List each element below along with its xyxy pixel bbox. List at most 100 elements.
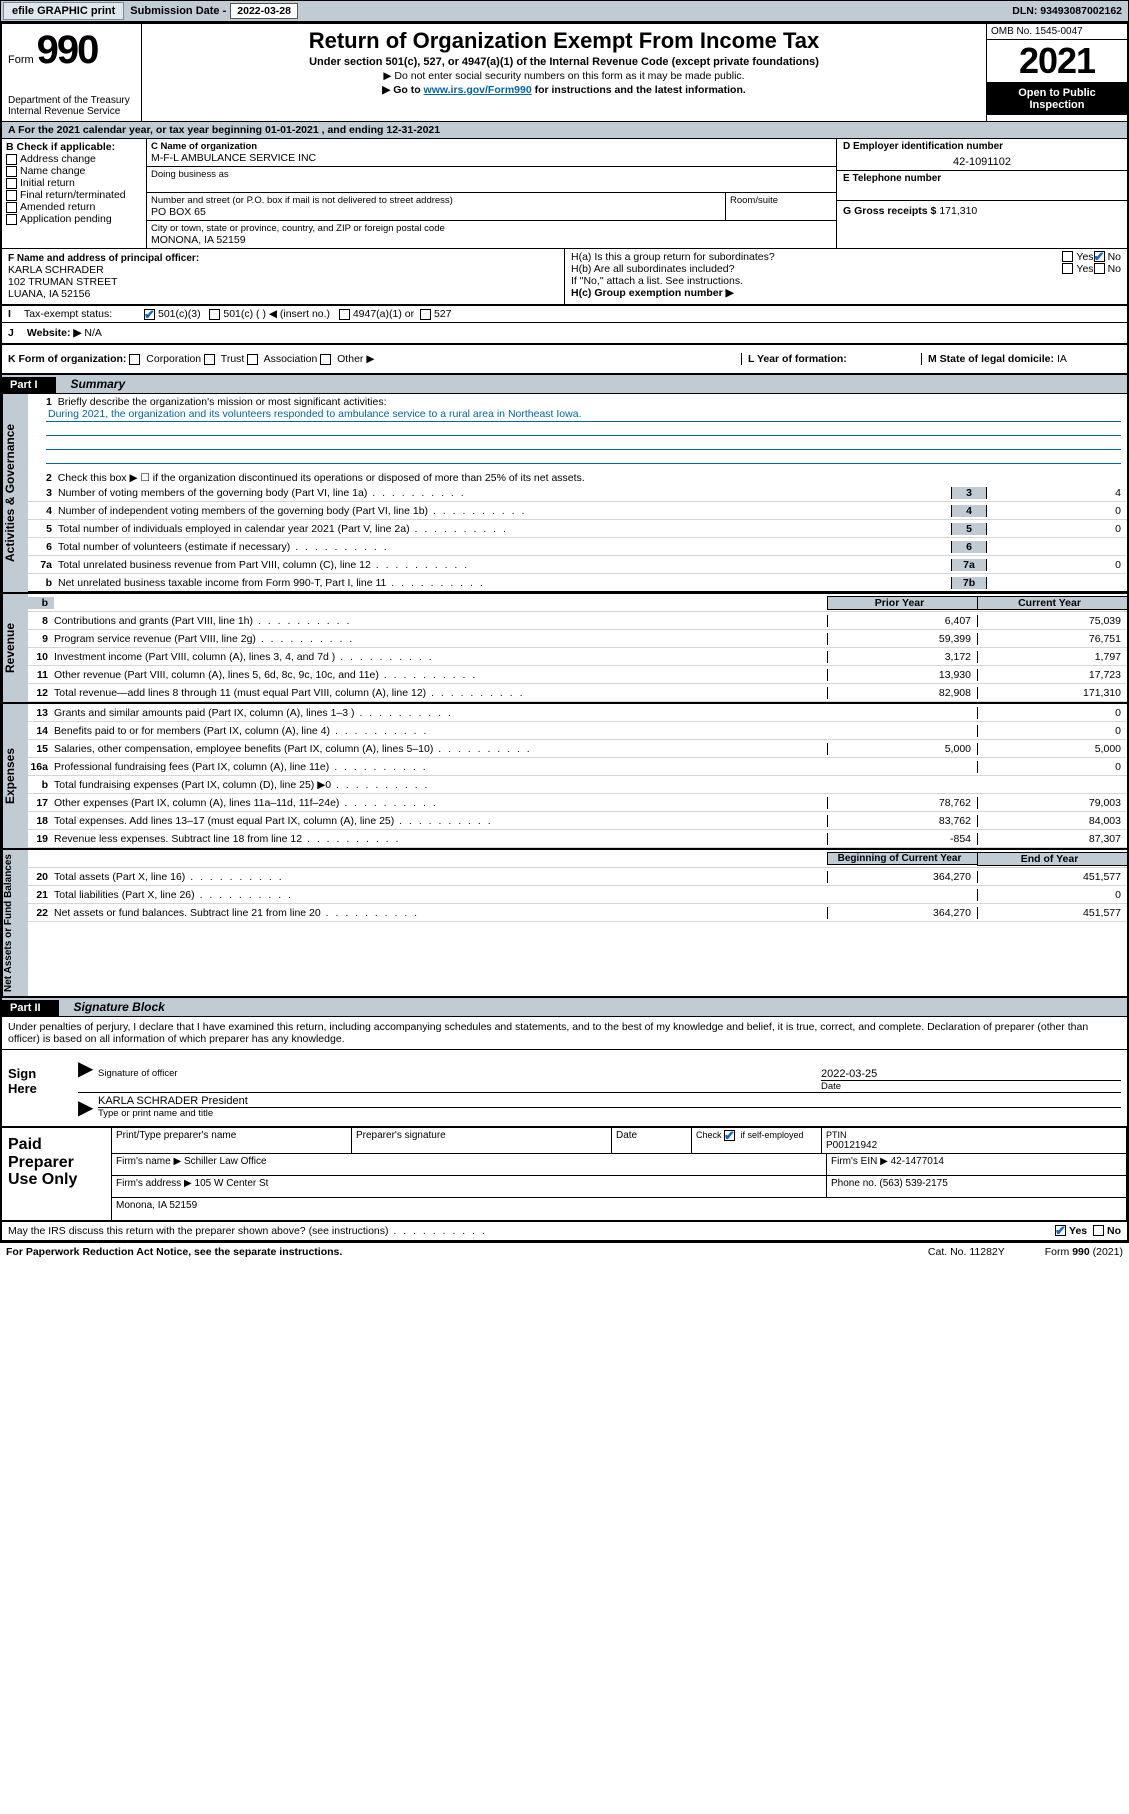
chk-ha-no[interactable]	[1094, 251, 1105, 262]
dba-label: Doing business as	[151, 169, 832, 180]
lbl-assoc: Association	[264, 353, 318, 365]
line-klm: K Form of organization: Corporation Trus…	[2, 345, 1127, 375]
chk-assoc[interactable]	[247, 354, 258, 365]
chk-hb-yes[interactable]	[1062, 263, 1073, 274]
open-public-badge: Open to Public Inspection	[987, 83, 1127, 115]
form-number: 990	[37, 28, 98, 72]
lbl-final-return: Final return/terminated	[20, 189, 126, 201]
mission-blank-1	[46, 422, 1121, 436]
q4-val: 0	[987, 505, 1127, 517]
ptin-value: P00121942	[826, 1140, 1122, 1151]
line-a: A For the 2021 calendar year, or tax yea…	[2, 122, 1127, 139]
chk-corp[interactable]	[129, 354, 140, 365]
chk-527[interactable]	[420, 309, 431, 320]
page-footer: For Paperwork Reduction Act Notice, see …	[0, 1242, 1129, 1261]
chk-name-change[interactable]	[6, 166, 17, 177]
type-name-label: Type or print name and title	[98, 1108, 1121, 1119]
firm-ein-label: Firm's EIN ▶	[831, 1156, 888, 1167]
form-org-label: K Form of organization:	[8, 353, 126, 365]
officer-printed-name: KARLA SCHRADER President	[98, 1095, 1121, 1108]
part2-title: Signature Block	[62, 998, 177, 1016]
chk-self-employed[interactable]	[724, 1130, 735, 1141]
revenue-section: Revenue bPrior YearCurrent Year 8 Contri…	[2, 592, 1127, 702]
hb-no: No	[1108, 263, 1121, 275]
hb-yes: Yes	[1076, 263, 1093, 275]
may-yes: Yes	[1069, 1225, 1087, 1237]
part2-header: Part II	[2, 1000, 59, 1016]
chk-may-no[interactable]	[1093, 1225, 1104, 1236]
sig-date-label: Date	[821, 1081, 841, 1092]
form-footer-id: Form 990 (2021)	[1045, 1246, 1123, 1258]
may-no: No	[1107, 1225, 1121, 1237]
website-value: N/A	[84, 327, 102, 339]
chk-501c[interactable]	[209, 309, 220, 320]
form-subtitle: Under section 501(c), 527, or 4947(a)(1)…	[150, 56, 978, 68]
chk-app-pending[interactable]	[6, 214, 17, 225]
fin-line-20: 20 Total assets (Part X, line 16) 364,27…	[28, 868, 1127, 886]
fin-line-b: b Total fundraising expenses (Part IX, c…	[28, 776, 1127, 794]
box-c: C Name of organization M-F-L AMBULANCE S…	[147, 139, 837, 248]
ha-no: No	[1108, 251, 1121, 263]
q3-val: 4	[987, 487, 1127, 499]
officer-name: KARLA SCHRADER	[8, 264, 558, 276]
firm-phone-label: Phone no.	[831, 1178, 877, 1189]
chk-final-return[interactable]	[6, 190, 17, 201]
current-year-hdr: Current Year	[977, 596, 1127, 610]
lbl-trust: Trust	[221, 353, 245, 365]
chk-4947[interactable]	[339, 309, 350, 320]
efile-print-button[interactable]: efile GRAPHIC print	[3, 2, 124, 20]
chk-amended[interactable]	[6, 202, 17, 213]
chk-may-yes[interactable]	[1055, 1225, 1066, 1236]
irs-link[interactable]: www.irs.gov/Form990	[424, 84, 532, 96]
q6-text: Total number of volunteers (estimate if …	[58, 541, 951, 553]
ssn-warning: ▶ Do not enter social security numbers o…	[150, 70, 978, 82]
chk-address-change[interactable]	[6, 154, 17, 165]
org-name: M-F-L AMBULANCE SERVICE INC	[151, 152, 832, 164]
fin-line-13: 13 Grants and similar amounts paid (Part…	[28, 704, 1127, 722]
dept-treasury: Department of the Treasury	[8, 95, 135, 106]
may-irs-text: May the IRS discuss this return with the…	[8, 1225, 1055, 1237]
part2-bar: Part II Signature Block	[2, 996, 1127, 1017]
mission-blank-3	[46, 450, 1121, 464]
chk-initial-return[interactable]	[6, 178, 17, 189]
q5-text: Total number of individuals employed in …	[58, 523, 951, 535]
tax-year: 2021	[987, 40, 1127, 83]
box-f: F Name and address of principal officer:…	[2, 249, 565, 304]
sig-date-value: 2022-03-25	[821, 1068, 1121, 1081]
q1-label: Briefly describe the organization's miss…	[58, 396, 387, 408]
part1-bar: Part I Summary	[2, 375, 1127, 394]
officer-city: LUANA, IA 52156	[8, 288, 558, 300]
end-year-hdr: End of Year	[977, 852, 1127, 866]
fin-line-19: 19 Revenue less expenses. Subtract line …	[28, 830, 1127, 848]
fin-line-11: 11 Other revenue (Part VIII, column (A),…	[28, 666, 1127, 684]
line-i: I Tax-exempt status: 501(c)(3) 501(c) ( …	[2, 305, 1127, 323]
year-formation-label: L Year of formation:	[748, 353, 847, 365]
ha-yes: Yes	[1076, 251, 1093, 263]
chk-other[interactable]	[320, 354, 331, 365]
tax-year-end: 12-31-2021	[386, 124, 440, 136]
fin-line-21: 21 Total liabilities (Part X, line 26) 0	[28, 886, 1127, 904]
chk-trust[interactable]	[204, 354, 215, 365]
top-toolbar: efile GRAPHIC print Submission Date - 20…	[0, 0, 1129, 22]
firm-addr-label: Firm's address ▶	[116, 1178, 192, 1189]
box-de: D Employer identification number 42-1091…	[837, 139, 1127, 248]
gross-value: 171,310	[939, 205, 977, 217]
q7b-text: Net unrelated business taxable income fr…	[58, 577, 951, 589]
chk-ha-yes[interactable]	[1062, 251, 1073, 262]
line-a-mid: , and ending	[319, 124, 387, 136]
lbl-527: 527	[434, 308, 452, 320]
hb-note: If "No," attach a list. See instructions…	[571, 275, 1121, 287]
paid-preparer-label: Paid Preparer Use Only	[2, 1128, 112, 1220]
side-activities: Activities & Governance	[2, 394, 28, 592]
hb-label: H(b) Are all subordinates included?	[571, 263, 1062, 275]
netassets-section: Net Assets or Fund Balances Beginning of…	[2, 848, 1127, 996]
lbl-other: Other ▶	[337, 353, 374, 365]
goto-instruction: ▶ Go to www.irs.gov/Form990 for instruct…	[150, 84, 978, 96]
chk-hb-no[interactable]	[1094, 263, 1105, 274]
dln-value: DLN: 93493087002162	[1012, 5, 1128, 17]
fin-line-22: 22 Net assets or fund balances. Subtract…	[28, 904, 1127, 922]
ein-label: D Employer identification number	[843, 141, 1121, 152]
gross-label: G Gross receipts $	[843, 205, 936, 217]
chk-501c3[interactable]	[144, 309, 155, 320]
q4-text: Number of independent voting members of …	[58, 505, 951, 517]
